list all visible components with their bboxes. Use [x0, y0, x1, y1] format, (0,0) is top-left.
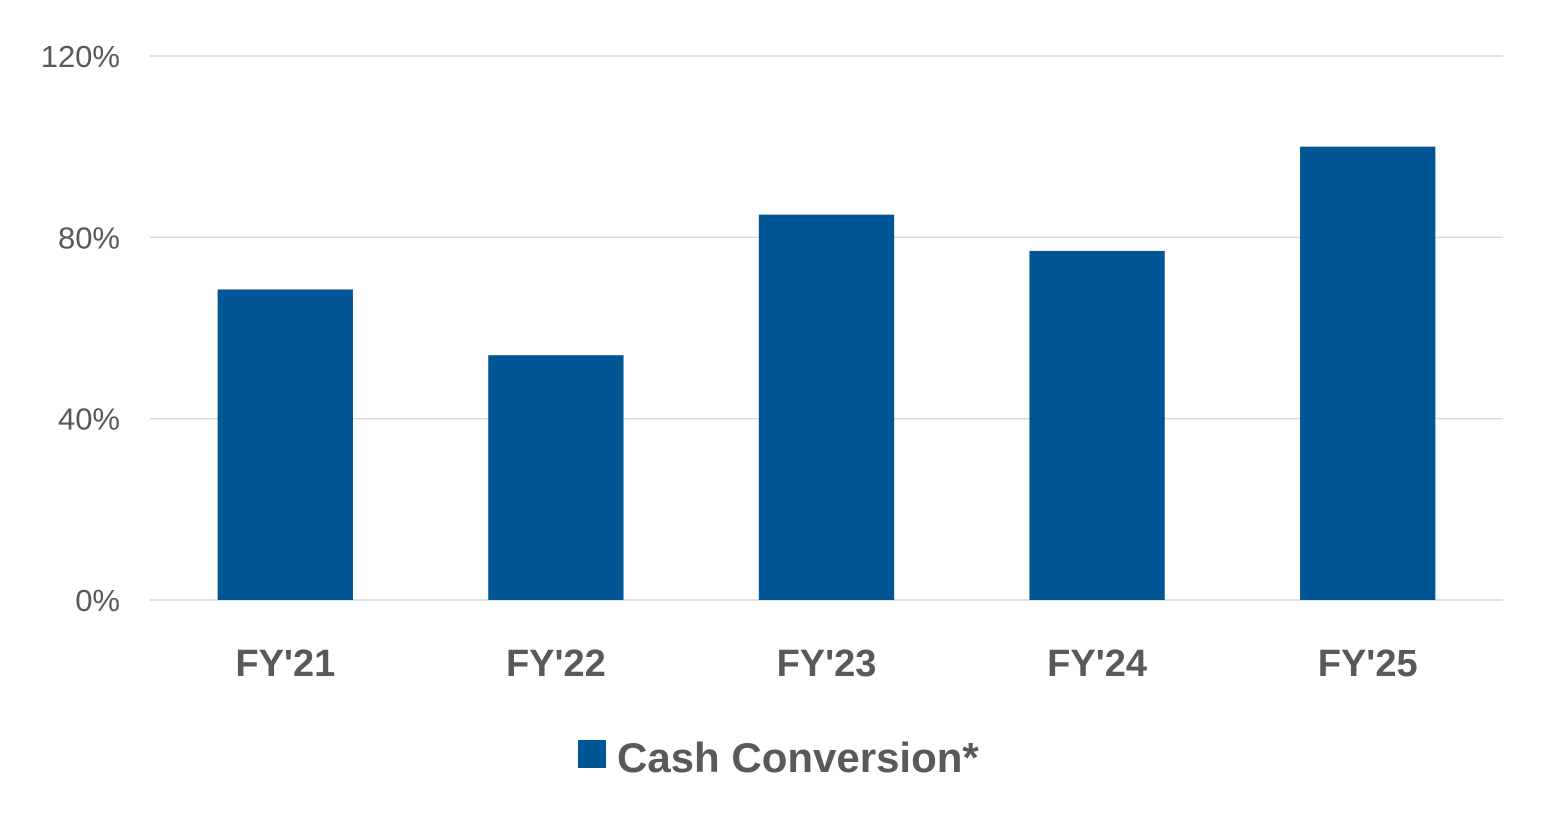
y-tick-label: 80%: [58, 220, 120, 255]
x-tick-label: FY'24: [1047, 643, 1147, 685]
bar-0: [217, 289, 353, 600]
y-axis-tick-labels: 0% 40% 80% 120%: [41, 39, 120, 618]
bars: [217, 146, 1436, 600]
bar-2: [758, 214, 895, 600]
legend-swatch: [578, 740, 606, 768]
bar-3: [1029, 250, 1165, 600]
bar-4: [1300, 146, 1436, 600]
legend-label-cash-conversion: Cash Conversion*: [617, 734, 979, 781]
x-tick-label: FY'25: [1318, 643, 1418, 685]
y-tick-label: 40%: [58, 402, 120, 437]
y-tick-label: 0%: [75, 583, 120, 618]
x-tick-label: FY'23: [777, 643, 877, 685]
x-axis-tick-labels: FY'21 FY'22 FY'23 FY'24 FY'25: [235, 643, 1417, 685]
legend: Cash Conversion*: [578, 734, 979, 781]
y-tick-label: 120%: [41, 39, 120, 74]
x-tick-label: FY'21: [235, 643, 335, 685]
bar-1: [488, 355, 624, 600]
x-tick-label: FY'22: [506, 643, 606, 685]
